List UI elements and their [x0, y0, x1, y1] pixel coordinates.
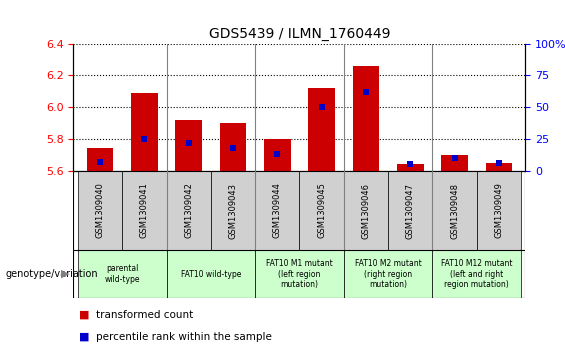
Bar [87, 148, 114, 171]
Text: GSM1309044: GSM1309044 [273, 183, 282, 238]
Bar [78, 171, 122, 250]
Bar [78, 250, 167, 298]
Text: FAT10 M12 mutant
(left and right
region mutation): FAT10 M12 mutant (left and right region … [441, 259, 512, 289]
Text: GSM1309040: GSM1309040 [95, 183, 105, 238]
Bar [432, 250, 521, 298]
Bar [167, 250, 255, 298]
Bar [485, 163, 512, 171]
Text: ■: ■ [79, 310, 90, 320]
Text: parental
wild-type: parental wild-type [105, 264, 140, 284]
Text: FAT10 M2 mutant
(right region
mutation): FAT10 M2 mutant (right region mutation) [355, 259, 421, 289]
Bar [264, 139, 290, 171]
Text: FAT10 wild-type: FAT10 wild-type [181, 270, 241, 278]
Text: GSM1309047: GSM1309047 [406, 183, 415, 238]
Bar [344, 171, 388, 250]
Text: GSM1309045: GSM1309045 [317, 183, 326, 238]
Bar [167, 171, 211, 250]
Text: transformed count: transformed count [96, 310, 193, 320]
Text: GSM1309046: GSM1309046 [362, 183, 371, 238]
Bar [441, 155, 468, 171]
Bar [388, 171, 432, 250]
Bar [211, 171, 255, 250]
Bar [255, 171, 299, 250]
Bar [477, 171, 521, 250]
Title: GDS5439 / ILMN_1760449: GDS5439 / ILMN_1760449 [208, 27, 390, 41]
Bar [131, 93, 158, 171]
Bar [353, 66, 379, 171]
Text: FAT10 M1 mutant
(left region
mutation): FAT10 M1 mutant (left region mutation) [266, 259, 333, 289]
Text: ■: ■ [79, 332, 90, 342]
Text: ▶: ▶ [60, 269, 69, 279]
Text: GSM1309041: GSM1309041 [140, 183, 149, 238]
Bar [299, 171, 344, 250]
Text: GSM1309042: GSM1309042 [184, 183, 193, 238]
Bar [432, 171, 477, 250]
Bar [220, 123, 246, 171]
Text: genotype/variation: genotype/variation [6, 269, 98, 279]
Text: GSM1309043: GSM1309043 [228, 183, 237, 238]
Bar [344, 250, 432, 298]
Text: GSM1309048: GSM1309048 [450, 183, 459, 238]
Bar [175, 120, 202, 171]
Bar [122, 171, 167, 250]
Text: GSM1309049: GSM1309049 [494, 183, 503, 238]
Bar [397, 164, 424, 171]
Bar [255, 250, 344, 298]
Bar [308, 88, 335, 171]
Text: percentile rank within the sample: percentile rank within the sample [96, 332, 272, 342]
